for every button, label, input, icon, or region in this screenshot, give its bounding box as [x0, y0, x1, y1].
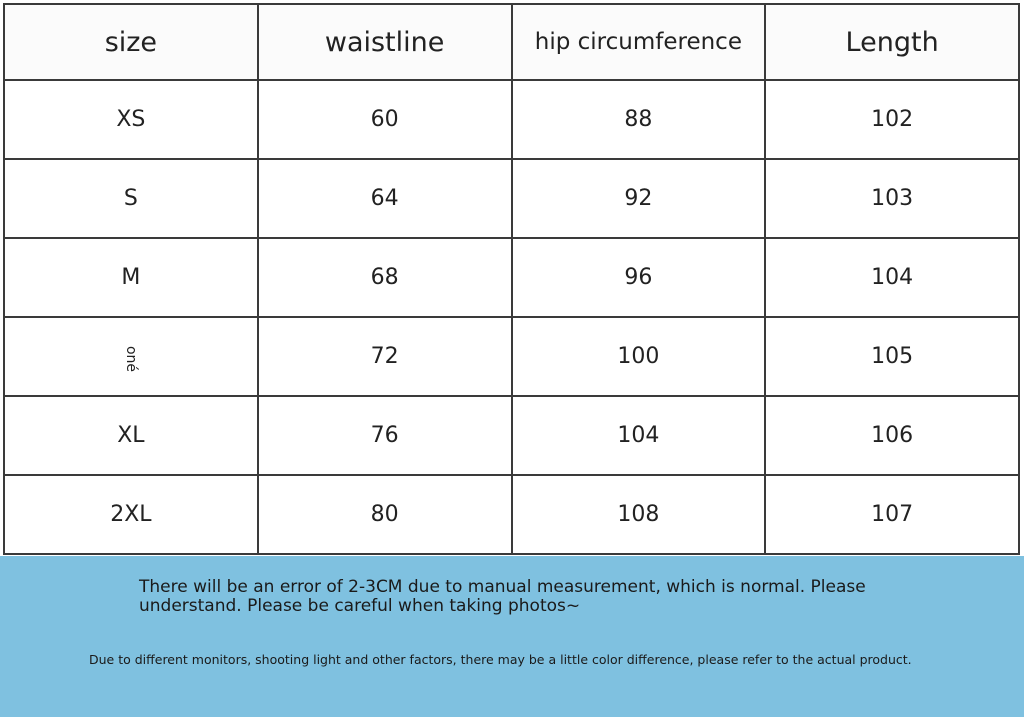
table-row: 2XL 80 108 107	[3, 474, 1020, 555]
table-cell: 2XL	[3, 474, 259, 555]
table-cell: oné	[3, 316, 259, 397]
header-row: size waistline hip circumference Length	[3, 3, 1020, 81]
table-cell: 88	[510, 79, 767, 160]
table-cell: S	[3, 158, 259, 239]
table-cell: 106	[764, 395, 1020, 476]
header-cell: waistline	[256, 3, 513, 81]
size-table: size waistline hip circumference Length XS 60…	[3, 3, 1020, 555]
table-row: S 64 92 103	[3, 158, 1020, 239]
note: There will be an error of 2-3CM due to m…	[139, 577, 866, 616]
table-row: XL 76 104 106	[3, 395, 1020, 476]
table-cell: XS	[3, 79, 259, 160]
table-cell: 107	[764, 474, 1020, 555]
table-cell: 104	[510, 395, 767, 476]
notes-panel: There will be an error of 2-3CM due to m…	[0, 556, 1024, 717]
cell-text: oné	[122, 345, 139, 373]
table-cell: 76	[256, 395, 513, 476]
table-cell: M	[3, 237, 259, 318]
table-cell: XL	[3, 395, 259, 476]
table-row: M 68 96 104	[3, 237, 1020, 318]
header-cell: hip circumference	[510, 3, 767, 81]
table-cell: 96	[510, 237, 767, 318]
table-cell: 104	[764, 237, 1020, 318]
table-cell: 92	[510, 158, 767, 239]
table-cell: 108	[510, 474, 767, 555]
header-cell: size	[3, 3, 259, 81]
table-cell: 105	[764, 316, 1020, 397]
table-cell: 100	[510, 316, 767, 397]
note: Due to different monitors, shooting ligh…	[89, 652, 912, 667]
table-cell: 60	[256, 79, 513, 160]
table-row: oné 72 100 105	[3, 316, 1020, 397]
table-cell: 64	[256, 158, 513, 239]
table-cell: 72	[256, 316, 513, 397]
table-cell: 103	[764, 158, 1020, 239]
table-row: XS 60 88 102	[3, 79, 1020, 160]
table-cell: 102	[764, 79, 1020, 160]
table-cell: 80	[256, 474, 513, 555]
table-cell: 68	[256, 237, 513, 318]
header-cell: Length	[764, 3, 1020, 81]
